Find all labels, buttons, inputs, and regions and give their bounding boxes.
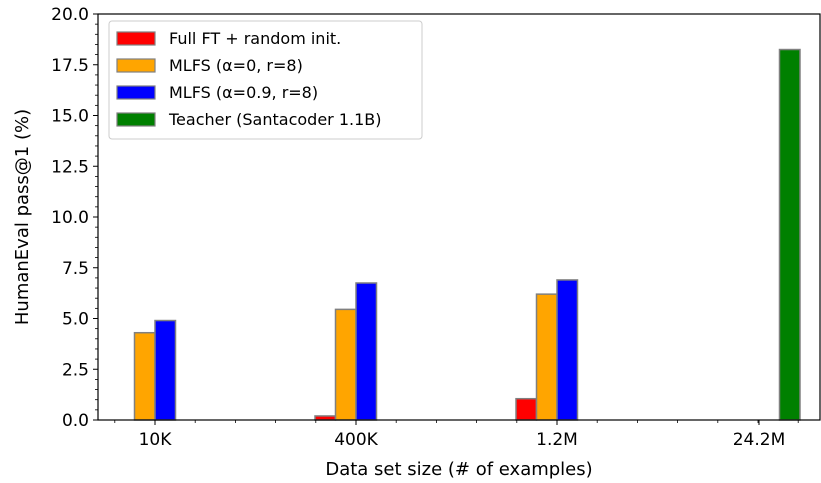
y-tick-label: 10.0 — [51, 208, 89, 228]
y-tick-label: 0.0 — [62, 411, 89, 431]
legend-label: MLFS (α=0, r=8) — [169, 56, 303, 75]
bar-0-1 — [133, 331, 156, 421]
y-tick-label: 12.5 — [51, 157, 89, 177]
legend-swatch — [116, 85, 156, 100]
legend: Full FT + random init. MLFS (α=0, r=8) MLF… — [108, 20, 423, 140]
y-tick-label: 7.5 — [62, 259, 89, 279]
legend-label: Teacher (Santacoder 1.1B) — [168, 110, 381, 129]
x-tick-label: 400K — [334, 430, 378, 450]
bar-1-1 — [334, 308, 357, 421]
bar-2-0 — [515, 397, 538, 421]
legend-label: Full FT + random init. — [169, 29, 341, 48]
y-tick-label: 20.0 — [51, 5, 89, 25]
legend-swatch — [116, 58, 156, 73]
x-axis: 10K 400K 1.2M 24.2M — [114, 420, 799, 450]
x-tick-label: 1.2M — [536, 430, 578, 450]
x-tick-label: 24.2M — [733, 430, 786, 450]
bars — [133, 48, 801, 421]
y-tick-label: 17.5 — [51, 56, 89, 76]
legend-box — [108, 20, 423, 140]
legend-label: MLFS (α=0.9, r=8) — [169, 83, 318, 102]
bar-2-2 — [556, 279, 579, 421]
x-tick-label: 10K — [139, 430, 173, 450]
y-axis-label: HumanEval pass@1 (%) — [12, 109, 33, 325]
y-axis: 0.0 2.5 5.0 7.5 10.0 12.5 15.0 17.5 20.0 — [51, 5, 98, 431]
plot-frame — [97, 13, 821, 421]
bar-0-2 — [154, 319, 177, 421]
bar-1-2 — [355, 282, 378, 421]
bar-2-1 — [535, 293, 558, 421]
legend-swatch — [116, 112, 156, 127]
y-tick-label: 15.0 — [51, 107, 89, 127]
x-axis-label: Data set size (# of examples) — [325, 459, 592, 480]
y-tick-label: 5.0 — [62, 310, 89, 330]
y-tick-label: 2.5 — [62, 360, 89, 380]
bar-1-0 — [314, 415, 337, 421]
bar-3-3 — [778, 48, 801, 421]
legend-swatch — [116, 31, 156, 46]
